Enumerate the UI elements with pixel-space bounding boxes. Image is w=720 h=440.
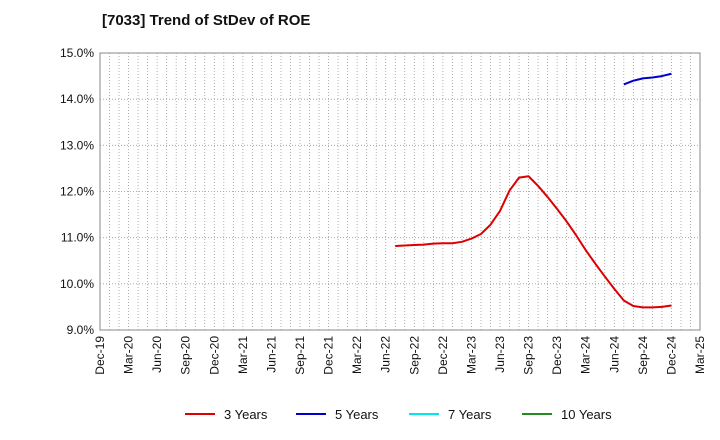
x-tick-label: Mar-24 — [579, 336, 593, 374]
x-tick-label: Dec-20 — [207, 336, 221, 375]
x-axis-ticks: Dec-19 Mar-20 Jun-20 Sep-20 Dec-20 Mar-21 Jun-… — [93, 336, 707, 375]
y-tick-label: 13.0% — [60, 138, 94, 152]
x-tick-label: Dec-24 — [664, 336, 678, 375]
legend-label: 7 Years — [448, 407, 492, 422]
series-lines — [395, 72, 672, 309]
x-tick-label: Sep-21 — [293, 336, 307, 375]
y-tick-label: 10.0% — [60, 277, 94, 291]
y-tick-label: 14.0% — [60, 92, 94, 106]
x-tick-label: Mar-20 — [122, 336, 136, 374]
x-tick-label: Jun-23 — [493, 336, 507, 373]
x-tick-label: Sep-23 — [522, 336, 536, 375]
y-tick-label: 12.0% — [60, 185, 94, 199]
x-tick-label: Mar-25 — [693, 336, 707, 374]
y-tick-label: 15.0% — [60, 46, 94, 60]
x-tick-label: Mar-22 — [350, 336, 364, 374]
x-tick-label: Dec-23 — [550, 336, 564, 375]
x-tick-label: Jun-21 — [264, 336, 278, 373]
y-tick-label: 11.0% — [61, 231, 94, 245]
legend-label: 3 Years — [224, 407, 268, 422]
y-axis-ticks: 15.0% 14.0% 13.0% 12.0% 11.0% 10.0% 9.0% — [60, 46, 94, 337]
x-tick-label: Dec-19 — [93, 336, 107, 375]
x-tick-label: Jun-20 — [150, 336, 164, 373]
x-tick-label: Sep-22 — [407, 336, 421, 375]
x-tick-label: Dec-22 — [436, 336, 450, 375]
series-line-3-years — [395, 175, 672, 309]
series-line-5-years — [623, 72, 672, 86]
x-tick-label: Mar-21 — [236, 336, 250, 374]
x-tick-label: Mar-23 — [464, 336, 478, 374]
x-tick-label: Dec-21 — [322, 336, 336, 375]
x-tick-label: Jun-24 — [607, 336, 621, 373]
chart-title: [7033] Trend of StDev of ROE — [102, 12, 310, 29]
x-tick-label: Jun-22 — [379, 336, 393, 373]
legend-label: 5 Years — [335, 407, 379, 422]
x-tick-label: Sep-20 — [179, 336, 193, 375]
gridlines — [100, 53, 700, 330]
legend: 3 Years 5 Years 7 Years 10 Years — [185, 407, 612, 422]
legend-label: 10 Years — [561, 407, 612, 422]
x-tick-label: Sep-24 — [636, 336, 650, 375]
y-tick-label: 9.0% — [67, 323, 95, 337]
